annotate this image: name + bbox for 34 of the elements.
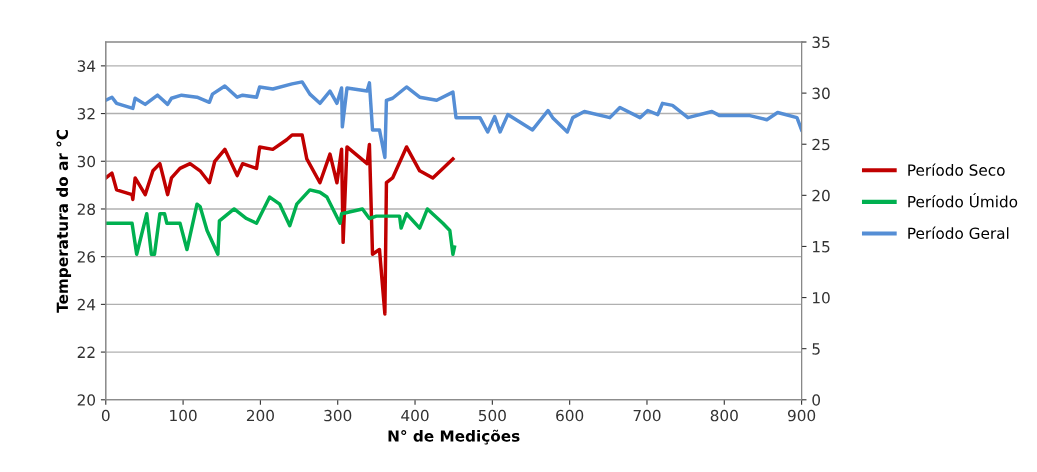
x-tick-label: 800 xyxy=(710,409,738,422)
y2-tick-label: 0 xyxy=(812,394,821,406)
y-tick-label: 22 xyxy=(77,346,95,358)
x-tick-label: 300 xyxy=(324,409,352,422)
y-tick-label: 20 xyxy=(77,394,96,406)
y2-tick-label: 5 xyxy=(812,343,820,355)
x-tick-label: 400 xyxy=(401,409,429,422)
x-tick-label: 500 xyxy=(478,409,506,422)
legend-label: Período Geral xyxy=(908,226,1009,240)
x-tick-label: 600 xyxy=(556,409,584,422)
y-tick-label: 30 xyxy=(77,155,96,168)
line-series xyxy=(105,80,802,160)
y-axis-title: Temperatura do ar °C xyxy=(56,129,72,313)
line-series xyxy=(105,133,455,316)
legend-label: Período Úmido xyxy=(908,193,1018,208)
y-tick-label: 26 xyxy=(77,251,96,263)
x-tick-label: 200 xyxy=(246,409,274,422)
y-tick-label: 34 xyxy=(77,60,96,72)
x-axis-title: N° de Medições xyxy=(388,429,520,445)
y2-tick-label: 30 xyxy=(812,87,830,100)
legend-label: Período Seco xyxy=(908,163,1005,176)
x-tick-label: 900 xyxy=(787,409,816,422)
x-tick-label: 0 xyxy=(101,409,110,422)
y-tick-label: 28 xyxy=(77,203,96,215)
y2-tick-label: 10 xyxy=(813,292,830,304)
x-tick-label: 100 xyxy=(170,409,197,422)
y-tick-label: 24 xyxy=(77,298,96,311)
x-tick-label: 700 xyxy=(633,409,661,422)
y2-tick-label: 25 xyxy=(812,138,830,151)
line-series xyxy=(105,188,457,257)
y-tick-label: 32 xyxy=(77,108,95,120)
y2-tick-label: 35 xyxy=(812,36,830,49)
y2-tick-label: 20 xyxy=(812,189,830,202)
y2-tick-label: 15 xyxy=(813,241,830,253)
